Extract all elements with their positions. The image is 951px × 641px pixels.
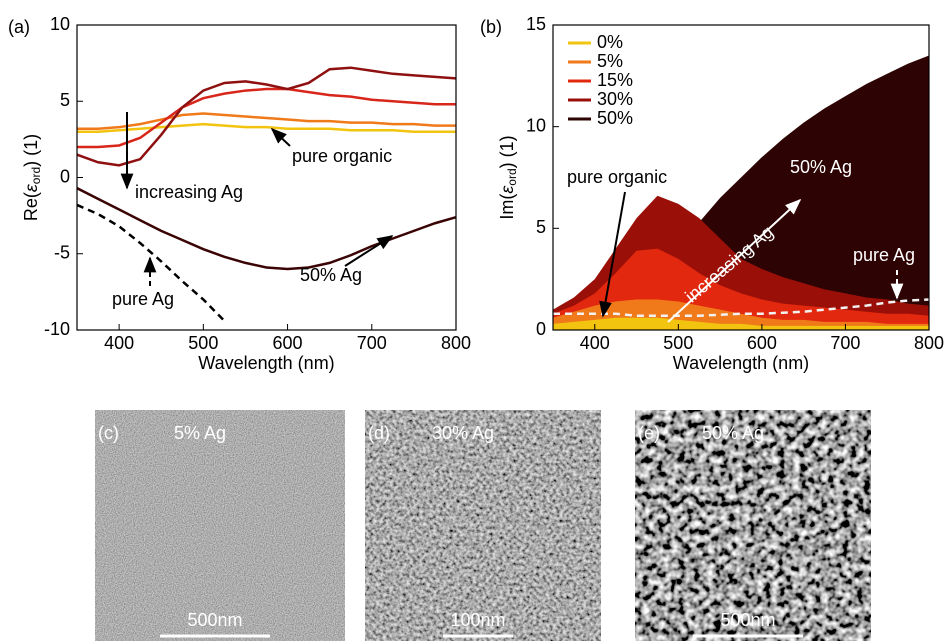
frame [76,24,457,331]
legend-label: 15% [597,70,633,90]
x-tick-label: 700 [357,333,387,353]
y-tick-label: 0 [536,319,546,339]
panel-label: (b) [480,17,502,37]
y-axis-label: Re(εord) (1) [21,134,43,221]
x-tick-label: 700 [830,333,860,353]
x-tick-label: 400 [104,333,134,353]
line [553,298,929,318]
annotation-arrow [270,127,291,147]
sem-image [95,410,345,641]
annotation: increasing Ag [135,182,243,202]
line [77,203,226,322]
annotation-arrow [667,198,802,323]
image-label: (e) [638,423,660,443]
annotation: 50% Ag [790,157,852,177]
y-tick-label: 10 [526,115,546,135]
scale-bar-label: 500nm [187,610,242,630]
image-title: 30% Ag [432,423,494,443]
annotation: pure organic [567,167,667,187]
legend-label: 5% [597,51,623,71]
y-label-part: Im( [497,194,517,220]
y-tick-label: 10 [50,14,70,34]
x-tick-label: 500 [188,333,218,353]
area [553,55,929,330]
annotation-arrow [344,235,394,267]
frame [552,24,930,331]
sem-image [635,410,871,641]
image-title: 50% Ag [702,423,764,443]
x-axis-label: Wavelength (nm) [673,353,809,373]
line [77,87,456,149]
image-title: 5% Ag [174,423,226,443]
scale-bar-label: 500nm [720,610,775,630]
area [553,317,929,330]
y-tick-label: -10 [44,319,70,339]
annotation: pure Ag [112,289,174,309]
y-label-part: Re( [21,192,41,221]
line [77,122,456,133]
y-label-part: ε [21,183,41,192]
image-label: (c) [98,423,119,443]
x-tick-label: 400 [580,333,610,353]
x-tick-label: 500 [663,333,693,353]
x-tick-label: 800 [441,333,471,353]
line [77,112,456,130]
x-tick-label: 600 [273,333,303,353]
y-label-part: ) (1) [21,134,41,167]
y-label-part: ) (1) [497,135,517,168]
x-tick-label: 600 [747,333,777,353]
sem-image [365,410,601,641]
panel-label: (a) [8,17,30,37]
annotation: pure Ag [853,245,915,265]
y-axis-label: Im(εord) (1) [497,135,519,219]
legend-label: 30% [597,89,633,109]
y-tick-label: 5 [536,217,546,237]
x-tick-label: 800 [914,333,944,353]
y-tick-label: 15 [526,14,546,34]
y-tick-label: 5 [60,90,70,110]
annotation: 50% Ag [300,265,362,285]
legend-label: 50% [597,108,633,128]
line [77,187,456,271]
annotation: pure organic [292,146,392,166]
y-label-part: ε [497,185,517,194]
plot-area [77,66,456,322]
y-label-part: ord [29,167,43,184]
plot-area [553,55,929,330]
image-label: (d) [368,423,390,443]
legend-label: 0% [597,32,623,52]
y-tick-label: 0 [60,166,70,186]
annotation-arrow [599,191,626,318]
scale-bar-label: 100nm [450,610,505,630]
line [77,66,456,167]
y-tick-label: -5 [54,243,70,263]
y-label-part: ord [505,168,519,185]
x-axis-label: Wavelength (nm) [198,353,334,373]
